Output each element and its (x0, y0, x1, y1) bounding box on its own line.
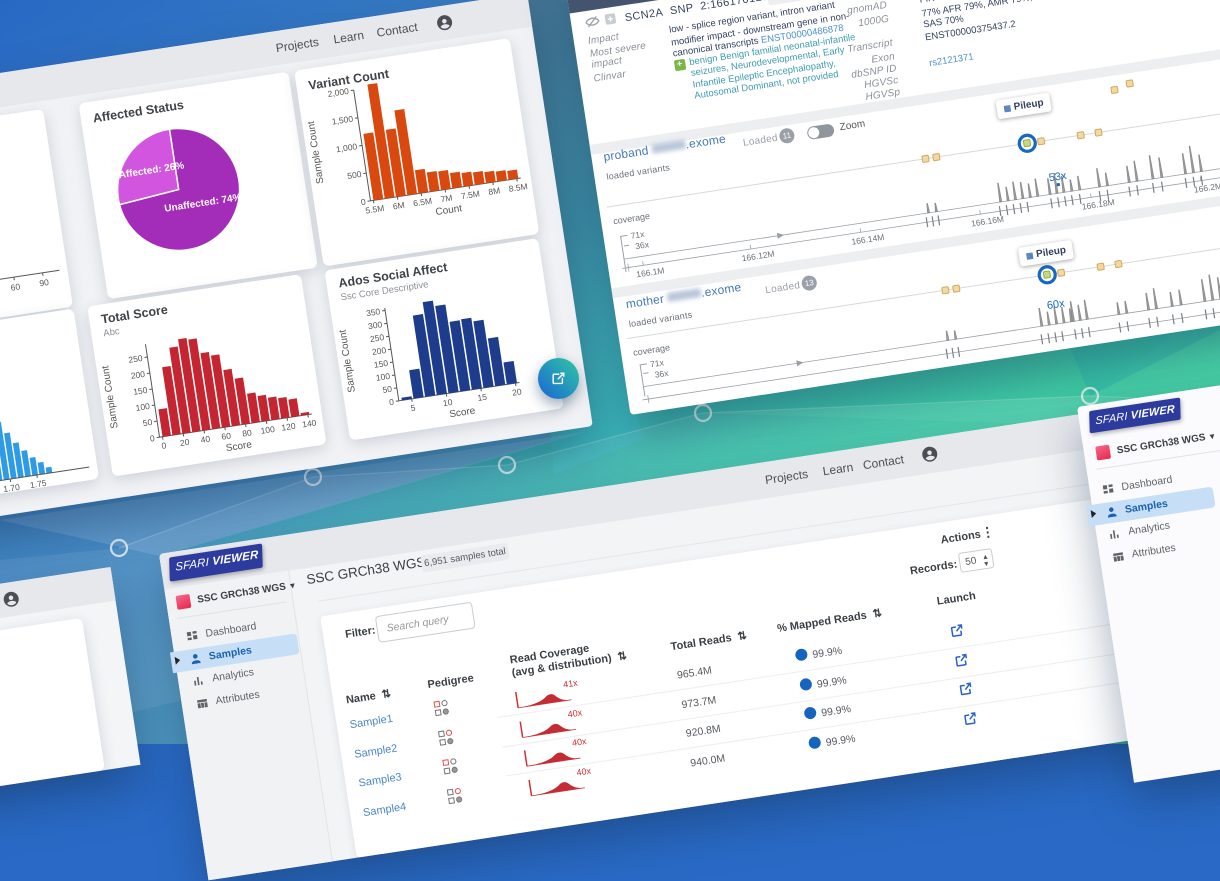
svg-text:40: 40 (200, 434, 211, 445)
svg-text:250: 250 (128, 353, 144, 365)
svg-text:166.1M: 166.1M (635, 266, 665, 280)
svg-text:100: 100 (260, 424, 276, 436)
svg-text:60: 60 (221, 430, 232, 441)
svg-text:1,000: 1,000 (335, 141, 358, 154)
svg-text:15: 15 (477, 392, 488, 403)
svg-text:0: 0 (161, 440, 167, 451)
svg-text:20: 20 (179, 437, 190, 448)
svg-text:36x: 36x (654, 368, 670, 380)
svg-text:Score: Score (225, 439, 253, 454)
svg-text:166.16M: 166.16M (970, 214, 1004, 229)
svg-text:200: 200 (130, 369, 146, 381)
svg-text:500: 500 (347, 169, 363, 181)
svg-text:Sample Count: Sample Count (338, 329, 358, 394)
svg-text:Sample Count: Sample Count (306, 120, 326, 185)
svg-text:200: 200 (371, 345, 387, 357)
svg-text:8.5M: 8.5M (508, 181, 528, 194)
svg-text:90: 90 (39, 277, 50, 288)
svg-text:166.14M: 166.14M (850, 232, 884, 247)
svg-text:0: 0 (149, 433, 155, 444)
svg-text:50: 50 (382, 384, 393, 395)
svg-text:250: 250 (369, 332, 385, 344)
svg-text:10: 10 (442, 397, 453, 408)
svg-text:140: 140 (301, 417, 317, 429)
svg-text:1.75: 1.75 (29, 478, 47, 490)
svg-text:8M: 8M (488, 185, 501, 197)
svg-text:53x: 53x (1048, 170, 1068, 185)
svg-text:350: 350 (365, 306, 381, 318)
svg-text:7M: 7M (440, 193, 453, 205)
svg-text:6M: 6M (392, 200, 405, 212)
svg-text:50: 50 (142, 417, 153, 428)
svg-text:80: 80 (241, 427, 252, 438)
svg-text:5: 5 (410, 402, 416, 413)
svg-text:300: 300 (367, 319, 383, 331)
svg-text:Count: Count (435, 203, 463, 218)
svg-text:7.5M: 7.5M (460, 188, 480, 201)
svg-text:36x: 36x (634, 239, 650, 251)
svg-text:60: 60 (10, 281, 21, 292)
svg-text:150: 150 (373, 358, 389, 370)
svg-text:coverage: coverage (632, 343, 670, 358)
svg-text:5.5M: 5.5M (365, 203, 385, 216)
svg-text:0: 0 (388, 397, 394, 408)
svg-text:150: 150 (133, 385, 149, 397)
svg-text:Score: Score (449, 405, 477, 420)
svg-text:120: 120 (281, 421, 297, 433)
svg-text:20: 20 (511, 386, 522, 397)
svg-text:100: 100 (135, 401, 151, 413)
svg-text:100: 100 (375, 371, 391, 383)
svg-text:Sample Count: Sample Count (100, 365, 120, 430)
svg-text:coverage: coverage (612, 211, 650, 226)
svg-text:1.70: 1.70 (3, 482, 21, 494)
svg-text:2,000: 2,000 (327, 86, 350, 99)
svg-text:166.18M: 166.18M (1081, 197, 1115, 212)
svg-text:1,500: 1,500 (331, 114, 354, 127)
svg-text:6.5M: 6.5M (412, 196, 432, 209)
svg-text:166.2M: 166.2M (1193, 181, 1220, 195)
svg-text:166.12M: 166.12M (741, 249, 775, 264)
